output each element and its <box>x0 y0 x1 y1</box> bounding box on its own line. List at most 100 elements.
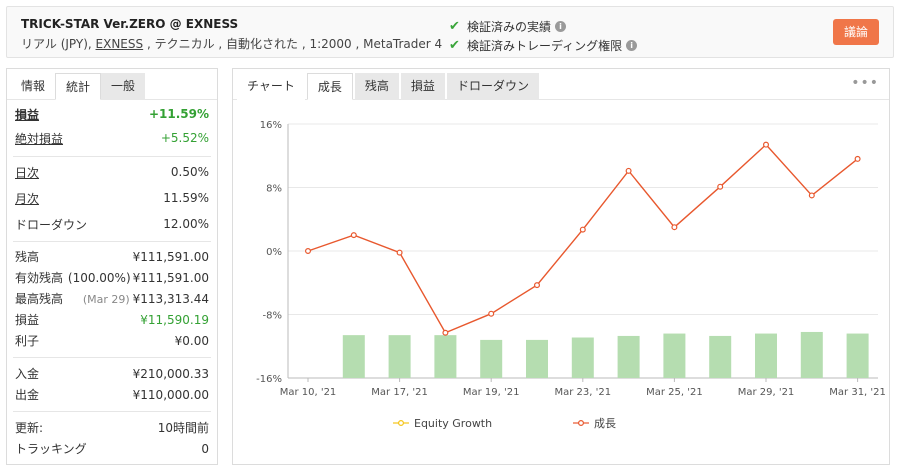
stat-daily-value: 0.50% <box>170 165 209 179</box>
tab-profit[interactable]: 損益 <box>400 73 445 100</box>
stat-withdrawals-value: ¥110,000.00 <box>132 387 209 402</box>
tab-growth[interactable]: 成長 <box>306 73 353 100</box>
stat-profit-label: 損益 <box>15 313 40 327</box>
equity-bar <box>755 333 777 378</box>
x-tick-label: Mar 31, '21 <box>829 387 886 398</box>
stat-tracking-label: トラッキング <box>15 442 87 456</box>
stat-balance-value: ¥111,591.00 <box>132 249 209 264</box>
stat-gain: 損益 +11.59% <box>7 102 217 126</box>
tab-chart[interactable]: チャート <box>237 73 305 100</box>
tab-info[interactable]: 情報 <box>21 79 46 93</box>
divider <box>13 241 211 242</box>
verified-trading-privileges: ✔ 検証済みトレーディング権限 i <box>449 36 638 55</box>
stat-gain-value: +11.59% <box>148 107 209 121</box>
stat-highest: 最高残高 (Mar 29) ¥113,313.44 <box>7 288 217 309</box>
stat-abs-gain: 絶対損益 +5.52% <box>7 126 217 150</box>
stat-abs-gain-value: +5.52% <box>160 131 209 145</box>
stat-withdrawals: 出金 ¥110,000.00 <box>7 384 217 405</box>
stat-equity: 有効残高 (100.00%) ¥111,591.00 <box>7 267 217 288</box>
stat-interest: 利子 ¥0.00 <box>7 330 217 351</box>
divider <box>13 156 211 157</box>
stat-drawdown-label: ドローダウン <box>15 217 88 232</box>
divider <box>13 411 211 412</box>
growth-line <box>307 143 859 334</box>
stat-interest-label: 利子 <box>15 334 40 348</box>
system-subtitle: リアル (JPY), EXNESS , テクニカル , 自動化された , 1:2… <box>21 35 442 52</box>
stat-monthly-label[interactable]: 月次 <box>15 191 40 206</box>
divider <box>13 357 211 358</box>
x-tick-label: Mar 29, '21 <box>738 387 795 398</box>
legend-equity-label: Equity Growth <box>414 417 492 430</box>
equity-bar <box>342 335 365 378</box>
stat-updated: 更新: 10時間前 <box>7 417 217 438</box>
verified-track-record: ✔ 検証済みの実績 i <box>449 17 637 36</box>
stat-updated-value: 10時間前 <box>157 421 209 435</box>
stat-balance: 残高 ¥111,591.00 <box>7 246 217 267</box>
growth-point <box>488 310 495 317</box>
left-tabs: 情報 統計 一般 <box>7 69 217 100</box>
more-dots-icon[interactable]: ••• <box>851 75 879 91</box>
stat-highest-date: (Mar 29) <box>82 292 130 306</box>
tab-general[interactable]: 一般 <box>101 73 146 100</box>
legend-growth-marker <box>578 420 585 427</box>
subtitle-prefix: リアル (JPY), <box>21 37 96 51</box>
stat-monthly-value: 11.59% <box>163 191 209 205</box>
info-icon[interactable]: i <box>555 21 567 32</box>
tab-drawdown[interactable]: ドローダウン <box>446 73 539 100</box>
equity-bar <box>800 331 823 378</box>
check-icon: ✔ <box>449 38 460 53</box>
broker-link[interactable]: EXNESS <box>95 37 144 51</box>
system-title: TRICK-STAR Ver.ZERO @ EXNESS <box>21 17 239 31</box>
y-tick-label: -8% <box>263 311 282 322</box>
stat-interest-value: ¥0.00 <box>174 333 209 348</box>
stat-updated-label: 更新: <box>15 421 44 435</box>
stat-highest-label: 最高残高 <box>15 292 64 306</box>
system-header: TRICK-STAR Ver.ZERO @ EXNESS リアル (JPY), … <box>6 6 894 58</box>
stat-monthly: 月次 11.59% <box>7 185 217 211</box>
equity-bar <box>388 335 411 378</box>
info-icon[interactable]: i <box>626 40 638 51</box>
stat-drawdown-value: 12.00% <box>163 217 209 231</box>
stat-withdrawals-label: 出金 <box>15 388 40 402</box>
stat-profit: 損益 ¥11,590.19 <box>7 309 217 330</box>
legend-equity-marker <box>398 420 405 427</box>
y-tick-label: 0% <box>266 247 282 258</box>
tab-balance[interactable]: 残高 <box>354 73 399 100</box>
legend-growth-label: 成長 <box>594 417 616 430</box>
growth-point <box>579 226 586 233</box>
stat-tracking: トラッキング 0 <box>7 438 217 459</box>
check-icon: ✔ <box>449 19 460 34</box>
stat-deposits-value: ¥210,000.33 <box>132 366 209 381</box>
y-tick-label: 8% <box>266 184 282 195</box>
discuss-button[interactable]: 議論 <box>833 19 879 45</box>
x-tick-label: Mar 23, '21 <box>554 387 611 398</box>
equity-bar <box>434 335 457 378</box>
equity-bar <box>617 335 640 378</box>
growth-point <box>854 155 861 162</box>
stat-abs-gain-label[interactable]: 絶対損益 <box>15 131 64 146</box>
equity-bar <box>571 337 594 378</box>
stat-gain-label[interactable]: 損益 <box>15 107 40 122</box>
y-tick-label: -16% <box>256 374 282 385</box>
equity-bar <box>663 333 686 378</box>
stat-deposits: 入金 ¥210,000.33 <box>7 363 217 384</box>
growth-point <box>762 141 769 148</box>
y-tick-label: 16% <box>260 120 282 131</box>
stat-tracking-value: 0 <box>201 441 209 456</box>
equity-bar <box>709 335 732 378</box>
stat-equity-value: ¥111,591.00 <box>132 270 209 285</box>
growth-point <box>671 224 678 231</box>
stat-equity-label: 有効残高 <box>15 271 64 285</box>
x-tick-label: Mar 25, '21 <box>646 387 703 398</box>
growth-point <box>442 329 449 336</box>
verified-trading-privileges-label: 検証済みトレーディング権限 <box>467 39 623 53</box>
stat-highest-values: (Mar 29) ¥113,313.44 <box>83 292 209 306</box>
growth-point <box>808 192 815 199</box>
stat-daily-label[interactable]: 日次 <box>15 165 40 180</box>
tab-stats[interactable]: 統計 <box>55 73 102 100</box>
stat-equity-percent: (100.00%) <box>67 270 131 285</box>
stat-highest-value: ¥113,313.44 <box>132 291 209 306</box>
growth-point <box>350 232 357 239</box>
verified-track-record-label: 検証済みの実績 <box>467 20 552 34</box>
stat-equity-values: (100.00%) ¥111,591.00 <box>68 271 209 285</box>
